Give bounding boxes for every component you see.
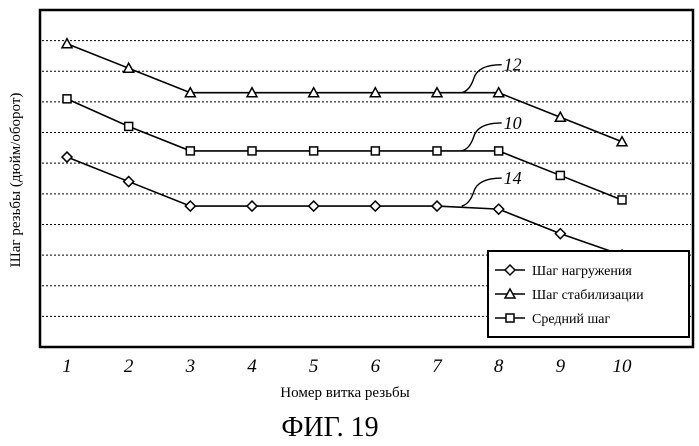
data-point-triangle bbox=[555, 112, 565, 121]
x-tick-label: 9 bbox=[556, 356, 566, 377]
data-point-square bbox=[433, 147, 441, 155]
data-point-square bbox=[310, 147, 318, 155]
legend-label: Шаг стабилизации bbox=[532, 288, 644, 303]
data-point-diamond bbox=[494, 204, 504, 214]
x-tick-label: 5 bbox=[309, 356, 319, 377]
data-point-triangle bbox=[124, 63, 134, 72]
series-leader-line bbox=[462, 178, 502, 206]
x-tick-label: 8 bbox=[494, 356, 504, 377]
legend-label: Шаг нагружения bbox=[532, 264, 632, 279]
data-point-diamond bbox=[185, 201, 195, 211]
series-leader-line bbox=[462, 65, 502, 93]
x-tick-label: 1 bbox=[62, 356, 72, 377]
data-point-square bbox=[556, 171, 564, 179]
data-point-triangle bbox=[617, 137, 627, 146]
x-tick-label: 4 bbox=[247, 356, 257, 377]
series-line-triangle bbox=[67, 44, 622, 142]
data-point-square bbox=[125, 122, 133, 130]
x-tick-labels: 1 2 3 4 5 6 7 8 9 10 bbox=[62, 356, 632, 377]
data-point-diamond bbox=[370, 201, 380, 211]
y-axis-title: Шаг резьбы (дюйм/оборот) bbox=[8, 93, 24, 268]
x-tick-label: 6 bbox=[371, 356, 381, 377]
series-id-label: 10 bbox=[504, 113, 522, 133]
data-point-triangle bbox=[62, 39, 72, 48]
x-tick-label: 2 bbox=[124, 356, 134, 377]
data-point-square bbox=[186, 147, 194, 155]
data-point-square bbox=[618, 196, 626, 204]
series-id-label: 14 bbox=[504, 168, 522, 188]
figure-caption: ФИГ. 19 bbox=[281, 412, 378, 443]
series-id-label: 12 bbox=[504, 55, 522, 75]
series-id-labels: 14 12 10 bbox=[462, 55, 522, 206]
data-point-square bbox=[371, 147, 379, 155]
series-lines bbox=[67, 44, 622, 255]
data-point-diamond bbox=[555, 229, 565, 239]
legend-label: Средний шаг bbox=[532, 312, 610, 327]
x-tick-label: 7 bbox=[432, 356, 443, 377]
data-point-diamond bbox=[247, 201, 257, 211]
data-point-square bbox=[63, 95, 71, 103]
legend: Шаг нагружения Шаг стабилизации Средний ша… bbox=[488, 251, 689, 337]
x-axis-title: Номер витка резьбы bbox=[280, 385, 409, 401]
data-point-diamond bbox=[309, 201, 319, 211]
data-point-square bbox=[495, 147, 503, 155]
data-point-diamond bbox=[432, 201, 442, 211]
series-line-square bbox=[67, 99, 622, 200]
x-tick-label: 3 bbox=[185, 356, 196, 377]
data-point-square bbox=[248, 147, 256, 155]
data-point-diamond bbox=[62, 152, 72, 162]
x-tick-label: 10 bbox=[613, 356, 633, 377]
data-point-diamond bbox=[124, 177, 134, 187]
series-line-diamond bbox=[67, 157, 622, 255]
legend-marker-square bbox=[506, 314, 514, 322]
